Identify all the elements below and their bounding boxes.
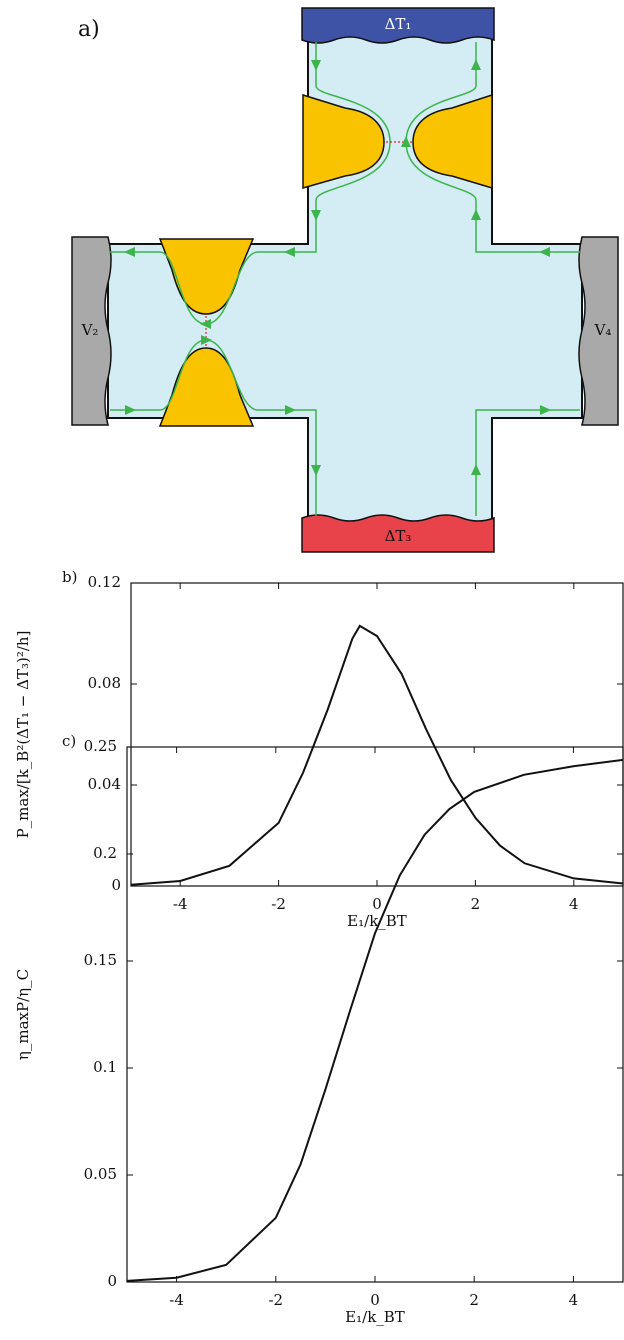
x-tick-label: 2 [471,895,481,913]
y-tick-label: 0.25 [84,737,117,755]
x-tick-label: 4 [569,1291,579,1309]
x-axis-label: E₁/k_BT [347,912,407,930]
arrowhead [540,405,551,415]
contact-label: V₂ [81,321,99,339]
arrowhead [201,335,212,345]
right-contact [578,236,619,426]
gate [412,93,493,190]
data-line [126,758,624,1282]
x-tick-label: 0 [372,895,382,913]
arrowhead [285,405,296,415]
hot-contact [301,7,495,44]
arrowhead [284,247,295,257]
edge-channel [110,42,391,325]
x-tick-label: 4 [569,895,579,913]
panel-label: c) [62,732,76,750]
contact-label: ΔT₃ [385,527,412,545]
y-tick-label: 0.05 [84,1165,117,1183]
y-tick-label: 0.2 [93,844,117,862]
cold-contact [301,514,495,553]
panel-label: a) [78,17,100,42]
x-tick-label: 2 [469,1291,479,1309]
arrowhead [401,136,411,147]
y-tick-label: 0 [107,1272,117,1290]
y-tick-label: 0.15 [84,951,117,969]
x-tick-label: -4 [169,1291,184,1309]
y-tick-label: 0.1 [93,1058,117,1076]
arrowhead [539,247,550,257]
y-tick-label: 0.12 [88,573,121,591]
arrowhead [200,319,211,329]
x-tick-label: -2 [271,895,286,913]
panel-label: b) [62,568,77,586]
arrowhead [471,59,481,70]
x-tick-label: -2 [268,1291,283,1309]
x-axis-label: E₁/k_BT [345,1308,405,1326]
gate [302,93,385,189]
arrowhead [471,464,481,475]
arrows [124,59,551,476]
plot-frame [126,746,624,1283]
arrowhead [125,405,136,415]
plot-frame [130,582,624,887]
arrowhead [124,247,135,257]
x-tick-label: -4 [173,895,188,913]
device-diagram: a) ΔT₁ ΔT₃ V₂ V₄ [71,7,619,553]
y-tick-label: 0 [111,876,121,894]
arrowhead [471,209,481,220]
data-line [130,624,624,886]
arrowhead [311,60,321,71]
y-tick-label: 0.04 [88,775,121,793]
left-contact [71,236,112,426]
y-axis-label: η_maxP/η_C [14,969,32,1060]
contact-label: ΔT₁ [385,15,412,33]
arrowhead [311,210,321,221]
y-tick-label: 0.08 [88,674,121,692]
x-tick-label: 0 [370,1291,380,1309]
contact-label: V₄ [594,321,612,339]
arrowhead [311,465,321,476]
y-axis-label: P_max/[k_B²(ΔT₁ − ΔT₃)²/h] [14,631,32,839]
